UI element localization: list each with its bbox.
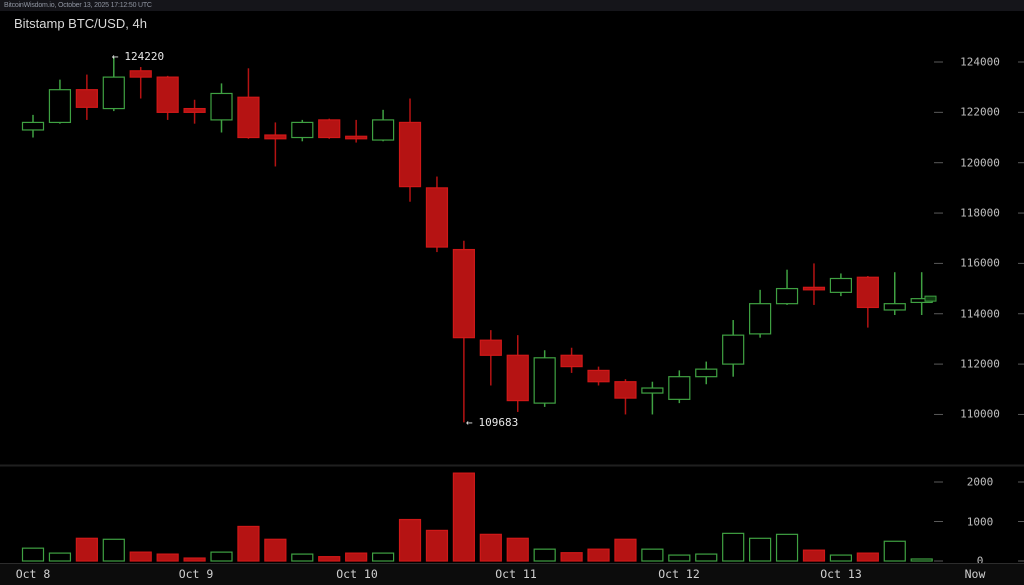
price-tick-label: 116000 bbox=[960, 256, 1000, 270]
volume-bar bbox=[75, 537, 98, 562]
volume-bar bbox=[237, 525, 260, 562]
volume-bar bbox=[802, 549, 826, 562]
volume-bar bbox=[102, 538, 125, 562]
volume-bar bbox=[345, 552, 368, 562]
date-tick-label: Oct 10 bbox=[336, 567, 378, 581]
date-axis[interactable] bbox=[0, 563, 1024, 585]
candle-body bbox=[856, 276, 879, 309]
candle-body bbox=[533, 357, 556, 404]
candle-body bbox=[425, 187, 449, 248]
candle-body bbox=[641, 387, 664, 394]
volume-bar bbox=[506, 537, 529, 562]
date-tick-label: Now bbox=[964, 567, 986, 581]
high-price-annotation: ← 124220 bbox=[112, 50, 164, 63]
candle-body bbox=[614, 381, 637, 399]
candle-body bbox=[102, 76, 125, 110]
volume-bar bbox=[775, 533, 799, 562]
last-price-marker bbox=[924, 295, 937, 302]
high-price-value: 124220 bbox=[124, 50, 165, 64]
candle-body bbox=[587, 369, 610, 383]
volume-bar bbox=[425, 529, 449, 562]
price-tick-label: 124000 bbox=[960, 55, 1000, 69]
candle-body bbox=[506, 354, 529, 402]
volume-bar bbox=[48, 552, 72, 562]
volume-tick-label: 1000 bbox=[966, 515, 994, 528]
candle-body bbox=[371, 119, 395, 141]
date-tick-label: Oct 11 bbox=[495, 567, 537, 581]
volume-bar bbox=[371, 552, 395, 562]
date-tick-label: Oct 12 bbox=[658, 567, 700, 581]
volume-bar bbox=[829, 554, 853, 562]
candle-body bbox=[829, 277, 853, 293]
volume-bar bbox=[587, 548, 610, 562]
volume-bar bbox=[560, 552, 583, 562]
volume-bar bbox=[452, 472, 475, 562]
candle-body bbox=[48, 89, 72, 124]
candle-body bbox=[291, 121, 314, 139]
candle-body bbox=[668, 376, 691, 400]
date-tick-label: Oct 13 bbox=[820, 567, 862, 581]
candle-body bbox=[318, 119, 341, 139]
candle-body bbox=[183, 107, 206, 113]
volume-bar bbox=[668, 554, 691, 562]
date-tick-label: Oct 8 bbox=[15, 567, 51, 581]
left-arrow-icon: ← bbox=[465, 416, 473, 430]
volume-tick-label: 2000 bbox=[966, 475, 994, 489]
volume-bar bbox=[210, 551, 233, 562]
date-tick-label: Oct 9 bbox=[178, 567, 214, 581]
candle-body bbox=[75, 89, 98, 108]
candle-body bbox=[129, 70, 152, 78]
volume-bar bbox=[21, 547, 45, 562]
volume-bar bbox=[749, 537, 772, 562]
price-tick-label: 110000 bbox=[960, 407, 1000, 421]
volume-bar bbox=[641, 548, 664, 562]
volume-bar bbox=[183, 557, 206, 562]
volume-bar bbox=[398, 518, 422, 562]
candle-body bbox=[345, 135, 368, 140]
volume-bar bbox=[695, 553, 718, 562]
volume-bar bbox=[479, 533, 502, 562]
attribution-text: BitcoinWisdom.io, October 13, 2025 17:12… bbox=[4, 2, 152, 9]
price-tick-label: 112000 bbox=[960, 357, 1000, 371]
candle-body bbox=[775, 287, 799, 305]
candle-body bbox=[210, 92, 233, 121]
volume-bar bbox=[129, 551, 152, 562]
low-price-value: 109683 bbox=[478, 416, 519, 430]
candle-body bbox=[802, 286, 826, 291]
candle-body bbox=[883, 303, 906, 311]
candle-body bbox=[264, 134, 287, 140]
attribution-strip bbox=[0, 0, 1024, 11]
volume-bar bbox=[722, 532, 745, 562]
price-tick-label: 118000 bbox=[960, 206, 1000, 220]
volume-bar bbox=[318, 556, 341, 562]
volume-bar bbox=[883, 540, 906, 562]
low-price-annotation: ← 109683 bbox=[466, 416, 518, 429]
volume-bar bbox=[856, 552, 879, 562]
candle-body bbox=[452, 248, 475, 339]
volume-tick-label: 0 bbox=[976, 554, 984, 568]
volume-bar bbox=[614, 538, 637, 562]
price-tick-label: 122000 bbox=[960, 105, 1000, 119]
volume-bar bbox=[533, 548, 556, 562]
candle-body bbox=[398, 121, 422, 188]
chart-title: Bitstamp BTC/USD, 4h bbox=[14, 16, 147, 31]
volume-bar bbox=[264, 538, 287, 562]
candle-body bbox=[722, 334, 745, 365]
volume-bar bbox=[156, 553, 179, 562]
candle-body bbox=[21, 121, 45, 131]
candle-body bbox=[749, 303, 772, 335]
price-tick-label: 120000 bbox=[960, 156, 1000, 170]
candle-body bbox=[479, 339, 502, 356]
volume-bar bbox=[291, 553, 314, 562]
price-tick-label: 114000 bbox=[960, 307, 1000, 321]
left-arrow-icon: ← bbox=[111, 50, 119, 64]
candle-body bbox=[237, 96, 260, 139]
candle-body bbox=[156, 76, 179, 113]
volume-bar bbox=[910, 558, 933, 562]
candle-body bbox=[695, 368, 718, 378]
candle-body bbox=[560, 354, 583, 368]
